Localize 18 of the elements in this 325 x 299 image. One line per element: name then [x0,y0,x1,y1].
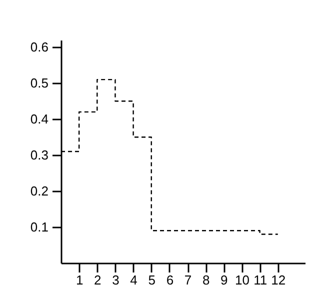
x-tick-label: 8 [202,272,210,288]
x-tick-label: 10 [235,272,250,288]
y-tick-label: 0.2 [30,184,48,199]
x-tick-label: 12 [271,272,286,288]
x-tick-label: 3 [112,272,120,288]
x-tick-label: 11 [254,272,268,288]
y-tick-label: 0.6 [30,40,48,55]
x-tick-label: 6 [166,272,174,288]
y-tick-label: 0.1 [30,220,48,235]
x-tick-label: 7 [184,272,192,288]
x-tick-label: 2 [94,272,102,288]
x-tick-label: 9 [220,272,228,288]
y-tick-label: 0.5 [30,76,48,91]
x-tick-label: 1 [76,272,84,288]
x-tick-label: 5 [148,272,156,288]
y-tick-label: 0.3 [30,148,48,163]
x-tick-label: 4 [130,272,138,288]
y-tick-label: 0.4 [30,112,48,127]
